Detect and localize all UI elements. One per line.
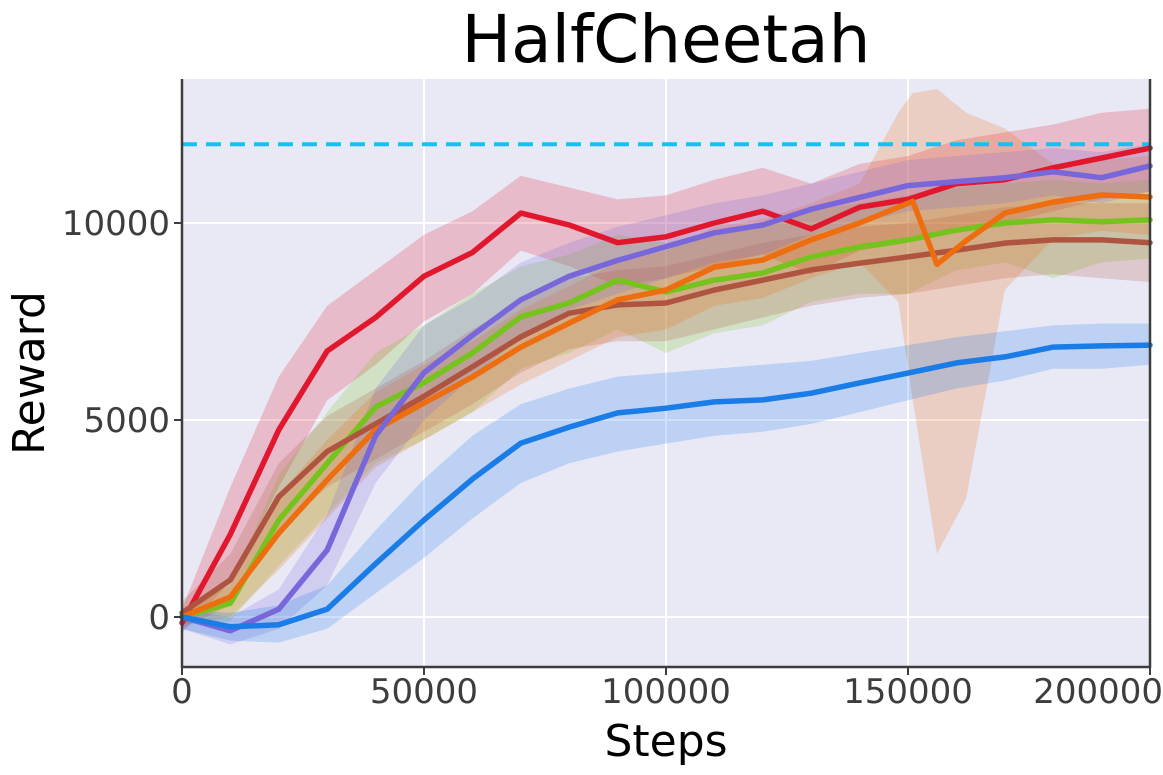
blue-line	[179, 342, 1153, 630]
orange-confidence-band	[182, 89, 1150, 625]
x-tick-label-50000: 50000	[370, 672, 478, 712]
y-axis-label: Reward	[4, 291, 55, 455]
plot-layer: 0 50000 100000 150000 200000 0 5000 10000	[62, 79, 1163, 712]
orange-line	[179, 192, 1153, 620]
x-tick-label-100000: 100000	[601, 672, 731, 712]
y-tick-label-5000: 5000	[83, 401, 170, 441]
purple-line	[179, 163, 1153, 634]
brown-line	[179, 237, 1153, 616]
x-tick-label-150000: 150000	[843, 672, 973, 712]
chart-title: HalfCheetah	[462, 1, 871, 78]
green-confidence-band	[182, 179, 1150, 625]
y-tick-label-10000: 10000	[62, 204, 170, 244]
x-tick-label-200000: 200000	[1033, 672, 1163, 712]
x-axis-label: Steps	[604, 716, 727, 767]
y-tick-label-0: 0	[148, 598, 170, 638]
x-tick-label-0: 0	[171, 672, 193, 712]
